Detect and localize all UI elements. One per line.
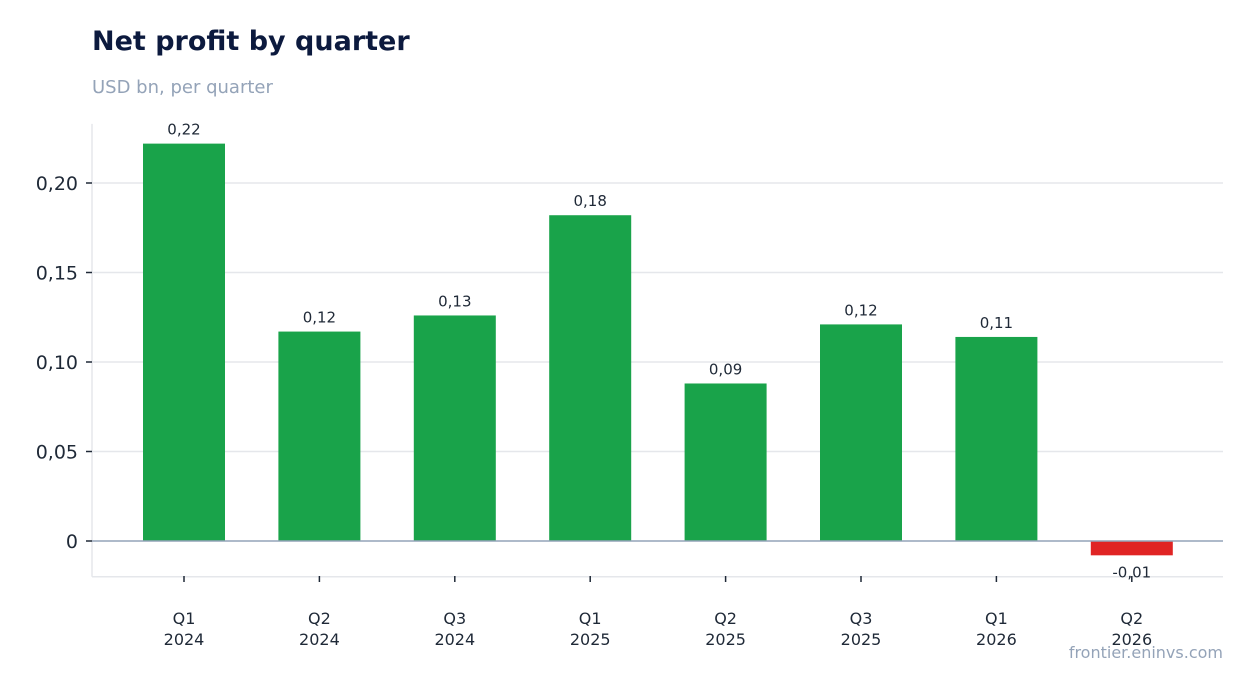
- y-tick-label: 0,20: [36, 173, 78, 195]
- x-tick-label-quarter: Q2: [1120, 609, 1143, 628]
- x-tick-label-quarter: Q1: [579, 609, 602, 628]
- bar: [1090, 541, 1173, 556]
- data-label: 0,09: [709, 360, 742, 378]
- data-label: -0,01: [1112, 563, 1151, 581]
- data-label: 0,12: [303, 309, 336, 327]
- x-tick-label-year: 2025: [570, 630, 611, 649]
- y-tick-label: 0,10: [36, 352, 78, 374]
- chart-subtitle: USD bn, per quarter: [92, 77, 273, 98]
- bar: [955, 336, 1038, 541]
- source-credit: frontier.eninvs.com: [1068, 643, 1223, 662]
- bar: [549, 215, 632, 541]
- x-tick-label-quarter: Q1: [173, 609, 196, 628]
- x-tick-label-year: 2024: [299, 630, 340, 649]
- bar: [143, 143, 225, 541]
- data-label: 0,13: [438, 292, 471, 310]
- x-tick-label-year: 2025: [705, 630, 746, 649]
- x-tick-label-year: 2026: [976, 630, 1017, 649]
- bar: [684, 383, 767, 541]
- x-tick-label-year: 2024: [434, 630, 475, 649]
- x-tick-label-year: 2024: [164, 630, 205, 649]
- x-tick-label-quarter: Q3: [850, 609, 873, 628]
- bar: [413, 315, 496, 541]
- data-label: 0,18: [573, 192, 606, 210]
- chart-title: Net profit by quarter: [92, 26, 410, 57]
- y-tick-label: 0,05: [36, 442, 78, 464]
- x-tick-label-quarter: Q3: [443, 609, 466, 628]
- x-tick-label-quarter: Q2: [714, 609, 737, 628]
- x-tick-label-year: 2026: [1111, 630, 1152, 649]
- x-tick-label-year: 2025: [841, 630, 882, 649]
- x-tick-label-quarter: Q1: [985, 609, 1008, 628]
- y-tick-label: 0: [66, 531, 78, 553]
- data-label: 0,11: [980, 314, 1013, 332]
- bar: [820, 324, 902, 541]
- x-tick-label-quarter: Q2: [308, 609, 331, 628]
- y-tick-label: 0,15: [36, 263, 78, 285]
- data-label: 0,22: [167, 121, 200, 139]
- bar: [278, 331, 361, 541]
- data-label: 0,12: [844, 301, 877, 319]
